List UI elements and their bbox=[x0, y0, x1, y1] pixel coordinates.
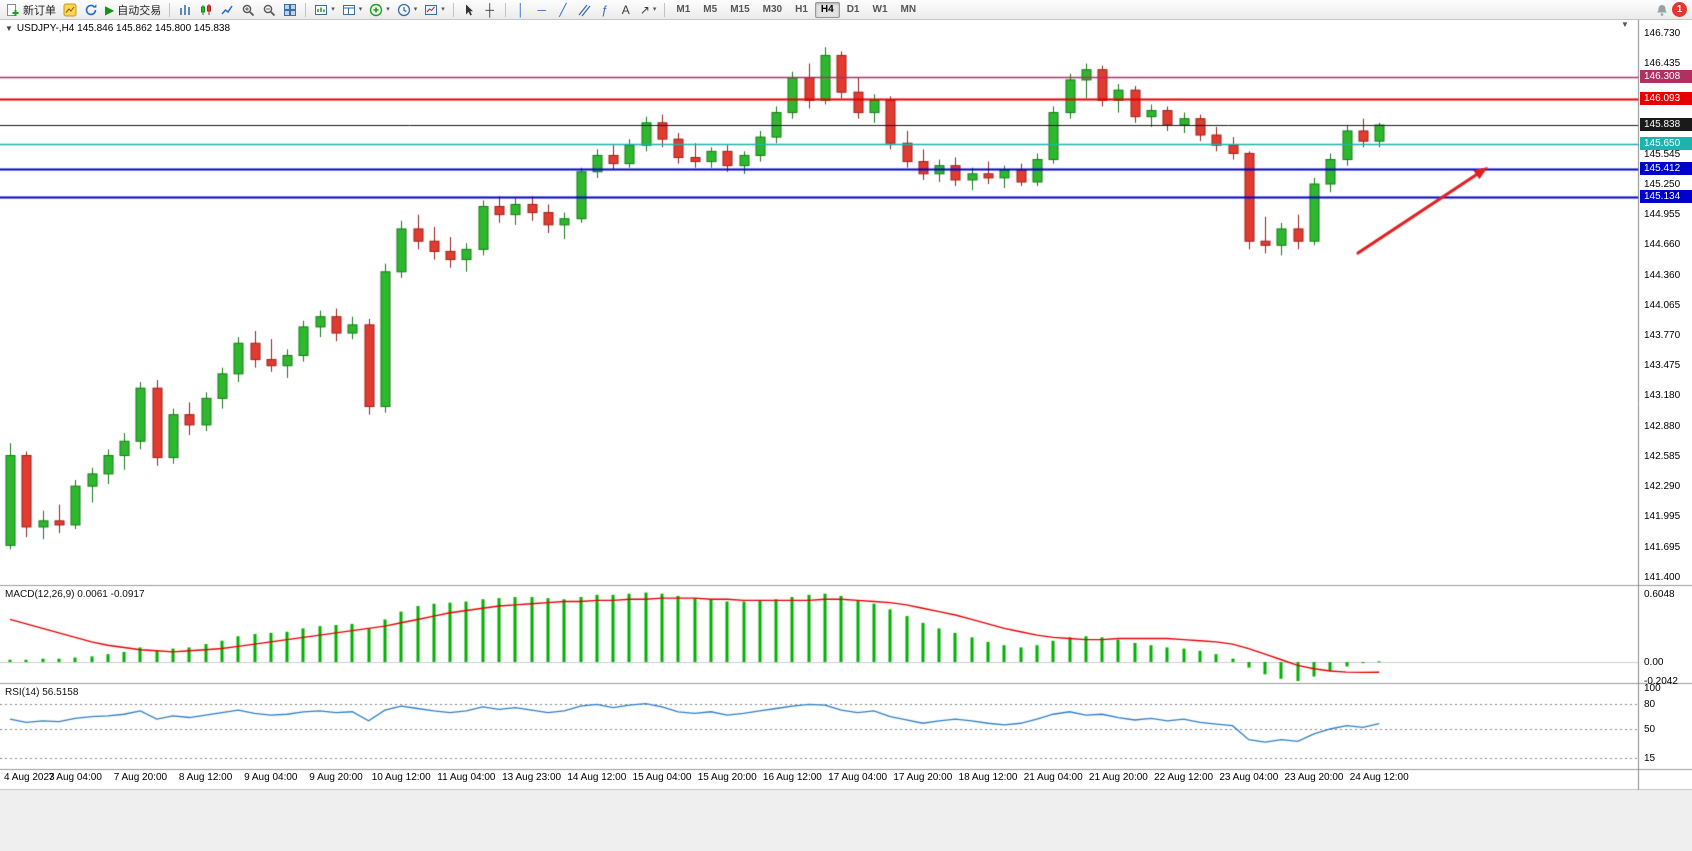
timeframe-h1[interactable]: H1 bbox=[789, 2, 814, 18]
dropdown-caret-icon: ▾ bbox=[652, 6, 657, 13]
timeframe-w1[interactable]: W1 bbox=[867, 2, 894, 18]
refresh-icon bbox=[84, 3, 98, 17]
arrow-tool-icon: ↗ bbox=[639, 2, 650, 17]
new-order-button[interactable]: 新订单 bbox=[3, 1, 59, 18]
timeframe-toolbar: M1 M5 M15 M30 H1 H4 D1 W1 MN bbox=[670, 1, 923, 18]
new-chart-icon bbox=[314, 3, 328, 17]
trendline-icon: ╱ bbox=[559, 2, 567, 17]
vertical-line-icon: │ bbox=[517, 2, 525, 17]
insert-indicator-button[interactable]: ▾ bbox=[366, 1, 393, 18]
crosshair-icon: ┼ bbox=[485, 2, 495, 17]
symbol-info-bar: ▼ USDJPY-,H4 145.846 145.862 145.800 145… bbox=[5, 23, 230, 34]
crosshair-tool-button[interactable]: ┼ bbox=[480, 1, 500, 18]
tile-windows-icon bbox=[283, 3, 297, 17]
candlestick-chart-button[interactable] bbox=[196, 1, 216, 18]
zoom-out-button[interactable] bbox=[259, 1, 279, 18]
zoom-in-icon bbox=[241, 3, 255, 17]
text-tool-icon: A bbox=[621, 2, 630, 17]
toolbar-separator bbox=[504, 2, 506, 17]
period-selector-button[interactable]: ▾ bbox=[394, 1, 421, 18]
clock-icon bbox=[397, 3, 411, 17]
template-icon bbox=[424, 3, 438, 17]
autotrading-play-icon: ▶ bbox=[105, 2, 115, 17]
timeframe-m30[interactable]: M30 bbox=[757, 2, 788, 18]
fibonacci-tool-button[interactable]: ƒ bbox=[595, 1, 615, 18]
zoom-out-icon bbox=[262, 3, 276, 17]
new-chart-button[interactable]: ▾ bbox=[311, 1, 338, 18]
line-chart-button[interactable] bbox=[217, 1, 237, 18]
toolbar-separator bbox=[664, 2, 666, 17]
refresh-button[interactable] bbox=[81, 1, 101, 18]
vertical-line-tool-button[interactable]: │ bbox=[511, 1, 531, 18]
chart-profile-button[interactable]: ▾ bbox=[339, 1, 366, 18]
cursor-tool-button[interactable] bbox=[459, 1, 479, 18]
autotrading-label: 自动交易 bbox=[117, 4, 162, 17]
text-tool-button[interactable]: A bbox=[616, 1, 636, 18]
fibonacci-icon: ƒ bbox=[601, 2, 609, 17]
one-click-trading-toggle[interactable]: ▼ bbox=[5, 24, 13, 33]
tile-windows-button[interactable] bbox=[280, 1, 300, 18]
bell-icon bbox=[1655, 3, 1669, 17]
insert-indicator-icon bbox=[369, 3, 383, 17]
zoom-in-button[interactable] bbox=[238, 1, 258, 18]
bar-chart-icon bbox=[178, 3, 192, 17]
dropdown-caret-icon: ▾ bbox=[413, 6, 418, 13]
chart-profile-icon bbox=[342, 3, 356, 17]
horizontal-line-icon: ─ bbox=[537, 2, 547, 17]
main-toolbar: 新订单 ▶ 自动交易 ▾ ▾ ▾ ▾ bbox=[0, 0, 1692, 20]
timeframe-m5[interactable]: M5 bbox=[697, 2, 723, 18]
notification-badge[interactable]: 1 bbox=[1672, 2, 1687, 17]
channel-icon bbox=[577, 3, 591, 17]
symbol-ohlc-text: USDJPY-,H4 145.846 145.862 145.800 145.8… bbox=[16, 23, 231, 34]
channel-tool-button[interactable] bbox=[574, 1, 594, 18]
line-chart-icon bbox=[220, 3, 234, 17]
template-button[interactable]: ▾ bbox=[421, 1, 448, 18]
dropdown-caret-icon: ▾ bbox=[331, 6, 335, 13]
toolbar-separator bbox=[305, 2, 307, 17]
arrows-tool-button[interactable]: ↗ ▾ bbox=[637, 1, 660, 18]
bar-chart-button[interactable] bbox=[175, 1, 195, 18]
toolbar-right-area: 1 bbox=[1655, 2, 1689, 17]
horizontal-line-tool-button[interactable]: ─ bbox=[532, 1, 552, 18]
candlestick-chart-icon bbox=[199, 3, 213, 17]
autotrading-button[interactable]: ▶ 自动交易 bbox=[102, 1, 164, 18]
dropdown-caret-icon: ▾ bbox=[441, 6, 445, 13]
dropdown-caret-icon: ▾ bbox=[386, 6, 390, 13]
macd-label: MACD(12,26,9) 0.0061 -0.0917 bbox=[5, 589, 145, 600]
timeframe-mn[interactable]: MN bbox=[895, 2, 923, 18]
indicators-button[interactable] bbox=[60, 1, 80, 18]
indicators-icon bbox=[63, 3, 77, 17]
timeframe-h4[interactable]: H4 bbox=[814, 1, 840, 18]
new-order-label: 新订单 bbox=[23, 4, 56, 17]
trendline-tool-button[interactable]: ╱ bbox=[553, 1, 573, 18]
new-order-icon bbox=[6, 3, 20, 17]
dropdown-caret-icon: ▾ bbox=[358, 6, 363, 13]
toolbar-separator bbox=[169, 2, 171, 17]
timeframe-m15[interactable]: M15 bbox=[724, 2, 755, 18]
timeframe-d1[interactable]: D1 bbox=[841, 2, 866, 18]
rsi-label: RSI(14) 56.5158 bbox=[5, 687, 79, 698]
toolbar-separator bbox=[452, 2, 454, 17]
chart-shift-marker: ▼ bbox=[1621, 20, 1629, 29]
cursor-icon bbox=[462, 3, 476, 17]
timeframe-m1[interactable]: M1 bbox=[670, 2, 696, 18]
